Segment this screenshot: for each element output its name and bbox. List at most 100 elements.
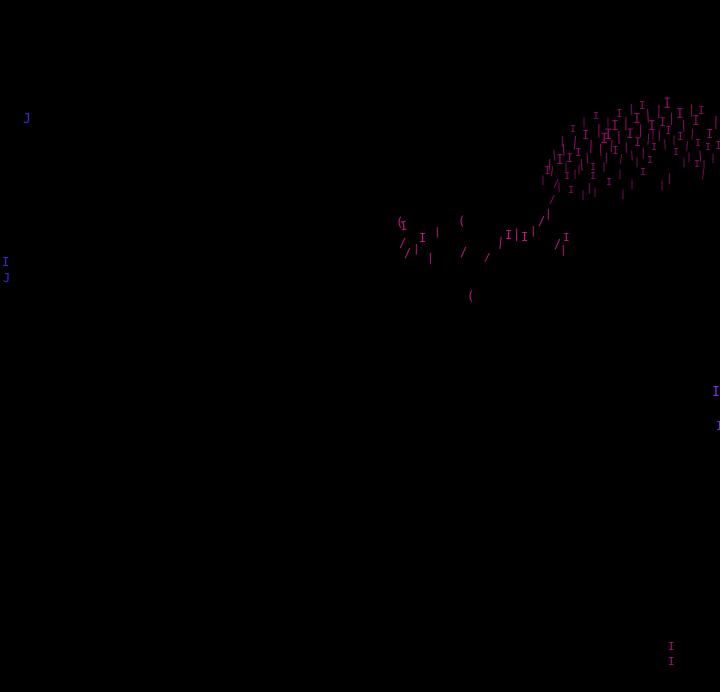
glyph-mark: I bbox=[692, 114, 700, 129]
glyph-mark: I bbox=[668, 655, 675, 668]
glyph-mark: | bbox=[711, 114, 720, 131]
glyph-mark: J bbox=[3, 271, 11, 285]
glyph-mark: I bbox=[633, 112, 641, 127]
glyph-mark: I bbox=[399, 218, 409, 234]
glyph-mark: | bbox=[668, 111, 676, 125]
glyph-mark: I bbox=[664, 123, 672, 138]
glyph-mark: | bbox=[583, 150, 592, 165]
glyph-mark: | bbox=[530, 224, 537, 237]
glyph-mark: | bbox=[572, 169, 579, 180]
glyph-mark: I bbox=[715, 139, 720, 152]
glyph-mark: I bbox=[712, 385, 720, 400]
glyph-mark: | bbox=[661, 138, 669, 151]
glyph-mark: | bbox=[586, 181, 593, 194]
glyph-mark: / bbox=[399, 236, 407, 250]
glyph-mark: I bbox=[663, 96, 672, 112]
glyph-mark: | bbox=[617, 153, 625, 166]
glyph-mark: / bbox=[553, 177, 560, 190]
glyph-mark: | bbox=[671, 135, 678, 146]
glyph-mark: I bbox=[651, 142, 658, 153]
glyph-mark: I bbox=[419, 231, 427, 245]
glyph-mark: I bbox=[695, 138, 702, 149]
glyph-mark: I bbox=[521, 230, 529, 244]
glyph-mark: | bbox=[545, 156, 554, 172]
glyph-mark: I bbox=[2, 255, 10, 269]
glyph-mark: I bbox=[505, 228, 513, 242]
glyph-mark: I bbox=[639, 99, 646, 112]
glyph-mark: | bbox=[513, 227, 521, 241]
glyph-mark: I bbox=[556, 153, 564, 168]
glyph-mark: / bbox=[404, 246, 412, 260]
glyph-mark: | bbox=[560, 243, 567, 256]
glyph-mark: ( bbox=[467, 289, 475, 303]
glyph-mark: | bbox=[679, 117, 688, 133]
glyph-mark: / bbox=[484, 251, 491, 264]
glyph-mark: I bbox=[611, 119, 619, 134]
glyph-mark: | bbox=[595, 123, 603, 138]
glyph-mark: | bbox=[596, 141, 605, 157]
glyph-mark: | bbox=[548, 165, 556, 178]
glyph-mark: | bbox=[644, 131, 653, 146]
glyph-mark: I bbox=[582, 128, 590, 142]
glyph-mark: | bbox=[617, 169, 624, 180]
glyph-mark: | bbox=[696, 148, 705, 163]
glyph-mark: I bbox=[564, 171, 571, 182]
glyph-mark: / bbox=[554, 237, 562, 251]
glyph-mark: I bbox=[593, 111, 600, 122]
glyph-mark: | bbox=[656, 128, 663, 141]
glyph-mark: | bbox=[556, 182, 563, 193]
glyph-mark: | bbox=[699, 168, 707, 181]
glyph-mark: | bbox=[576, 164, 583, 175]
glyph-mark: I bbox=[616, 107, 623, 120]
glyph-mark: | bbox=[563, 162, 570, 173]
glyph-mark: | bbox=[607, 137, 616, 153]
glyph-mark: | bbox=[634, 157, 641, 168]
glyph-mark: | bbox=[650, 129, 657, 140]
glyph-mark: I bbox=[677, 130, 684, 143]
glyph-mark: I bbox=[658, 114, 667, 130]
glyph-mark: | bbox=[592, 187, 599, 198]
glyph-mark: J bbox=[23, 112, 31, 127]
glyph-mark: | bbox=[681, 157, 688, 168]
glyph-mark: I bbox=[640, 167, 647, 178]
glyph-mark: | bbox=[701, 159, 708, 170]
glyph-mark: | bbox=[586, 138, 596, 155]
glyph-mark: | bbox=[581, 117, 588, 128]
glyph-mark: I bbox=[625, 126, 635, 143]
glyph-mark: I bbox=[606, 177, 613, 188]
glyph-mark: / bbox=[460, 245, 468, 259]
glyph-mark: I bbox=[568, 185, 575, 196]
glyph-mark: | bbox=[629, 179, 636, 190]
glyph-mark: | bbox=[688, 103, 696, 117]
glyph-mark: I bbox=[575, 146, 582, 159]
glyph-mark: I bbox=[590, 171, 597, 182]
glyph-mark: I bbox=[604, 127, 613, 143]
glyph-mark: | bbox=[655, 104, 663, 119]
glyph-mark: | bbox=[570, 134, 580, 151]
glyph-mark: I bbox=[570, 124, 577, 135]
glyph-mark: | bbox=[540, 175, 547, 186]
glyph-mark: | bbox=[413, 242, 420, 255]
glyph-mark: I bbox=[590, 162, 597, 173]
glyph-mark: | bbox=[580, 190, 587, 201]
glyph-mark: | bbox=[643, 107, 653, 124]
glyph-mark: I bbox=[673, 147, 680, 158]
glyph-mark: ( bbox=[458, 214, 466, 228]
glyph-mark: | bbox=[559, 141, 568, 157]
glyph-mark: I bbox=[599, 130, 609, 148]
glyph-mark: | bbox=[545, 207, 552, 220]
glyph-mark: I bbox=[648, 119, 656, 134]
glyph-mark: | bbox=[434, 225, 441, 238]
glyph-mark: | bbox=[496, 234, 505, 250]
glyph-mark: | bbox=[550, 147, 559, 162]
glyph-mark: | bbox=[683, 140, 691, 153]
glyph-mark: I bbox=[565, 150, 574, 166]
glyph-mark: | bbox=[577, 156, 586, 172]
glyph-mark: I bbox=[706, 127, 714, 141]
glyph-mark: | bbox=[637, 123, 645, 137]
glyph-mark: | bbox=[666, 171, 673, 184]
glyph-mark: I bbox=[694, 159, 701, 170]
glyph-mark: | bbox=[659, 180, 666, 191]
